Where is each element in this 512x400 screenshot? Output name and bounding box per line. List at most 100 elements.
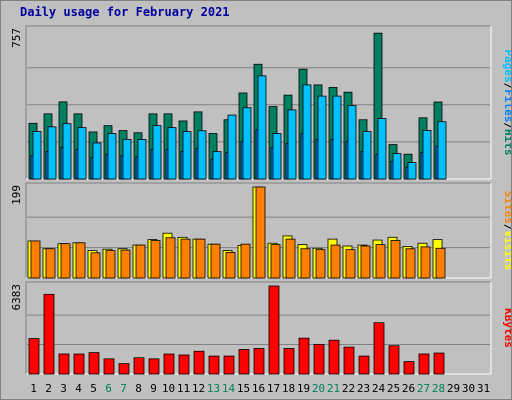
day-label-17: 17: [267, 382, 280, 395]
bar-kbytes-day-21: [328, 339, 340, 375]
day-label-18: 18: [282, 382, 295, 395]
bar-kbytes-day-13: [208, 355, 220, 375]
bar-pages-day-6: [107, 133, 117, 180]
bar-kbytes-day-8: [133, 357, 145, 375]
bar-sites-day-18: [285, 238, 296, 279]
bar-kbytes-day-11: [178, 354, 190, 375]
bar-pages-day-1: [32, 131, 42, 180]
bar-sites-day-17: [270, 244, 281, 279]
bar-sites-day-25: [390, 240, 401, 279]
bar-kbytes-day-15: [238, 349, 250, 375]
bar-sites-day-7: [120, 249, 131, 279]
bar-sites-day-19: [300, 248, 311, 279]
bar-pages-day-18: [287, 109, 297, 180]
bar-kbytes-day-14: [223, 355, 235, 375]
bar-sites-day-11: [180, 238, 191, 279]
bar-kbytes-day-28: [433, 352, 445, 375]
bar-sites-day-6: [105, 250, 116, 279]
bar-sites-day-10: [165, 237, 176, 279]
bar-pages-day-16: [257, 75, 267, 180]
day-label-2: 2: [45, 382, 52, 395]
bar-sites-day-16: [255, 186, 266, 279]
y-max-label: 757: [10, 28, 23, 48]
legend-kbytes: KBytes: [502, 308, 511, 348]
right-legend: Pages/Files/Hits: [502, 50, 511, 156]
bar-sites-day-5: [90, 252, 101, 279]
legend-files: Files: [502, 89, 511, 122]
bar-kbytes-day-17: [268, 285, 280, 375]
bar-kbytes-day-6: [103, 358, 115, 375]
legend-separator: /: [502, 83, 511, 90]
bar-kbytes-day-24: [373, 322, 385, 375]
bar-kbytes-day-10: [163, 353, 175, 375]
bar-sites-day-4: [75, 242, 86, 279]
bar-sites-day-14: [225, 251, 236, 279]
bar-pages-day-27: [422, 129, 432, 180]
legend-separator: /: [502, 224, 511, 231]
day-label-25: 25: [387, 382, 400, 395]
right-legend: Sites/Visits: [502, 191, 511, 271]
bar-sites-day-15: [240, 243, 251, 279]
day-label-10: 10: [162, 382, 175, 395]
legend-sites: Sites: [502, 191, 511, 224]
bar-kbytes-day-20: [313, 343, 325, 375]
bar-pages-day-28: [437, 121, 447, 180]
day-label-31: 31: [477, 382, 490, 395]
legend-hits: Hits: [502, 129, 511, 156]
bar-pages-day-23: [362, 131, 372, 180]
bar-sites-day-24: [375, 244, 386, 279]
day-label-15: 15: [237, 382, 250, 395]
bar-pages-day-22: [347, 105, 357, 180]
day-label-27: 27: [417, 382, 430, 395]
bar-sites-day-26: [405, 248, 416, 279]
bar-pages-day-10: [167, 127, 177, 180]
bar-sites-day-13: [210, 243, 221, 279]
y-max-label: 199: [10, 185, 23, 205]
bar-kbytes-day-25: [388, 345, 400, 375]
day-label-1: 1: [30, 382, 37, 395]
day-label-4: 4: [75, 382, 82, 395]
bar-pages-day-13: [212, 151, 222, 180]
day-label-28: 28: [432, 382, 445, 395]
day-label-26: 26: [402, 382, 415, 395]
right-legend: KBytes: [502, 308, 511, 348]
bar-kbytes-day-4: [73, 353, 85, 375]
day-label-12: 12: [192, 382, 205, 395]
day-label-11: 11: [177, 382, 190, 395]
bar-sites-day-8: [135, 244, 146, 279]
bar-sites-day-20: [315, 249, 326, 279]
y-max-label: 6383: [10, 284, 23, 311]
bar-sites-day-12: [195, 238, 206, 279]
bar-pages-day-24: [377, 118, 387, 180]
bar-sites-day-9: [150, 240, 161, 279]
bar-kbytes-day-3: [58, 353, 70, 375]
bar-sites-day-2: [45, 248, 56, 279]
bar-sites-day-27: [420, 246, 431, 279]
bar-pages-day-20: [317, 95, 327, 180]
bar-kbytes-day-1: [28, 338, 40, 375]
bar-pages-day-25: [392, 153, 402, 180]
bar-kbytes-day-26: [403, 361, 415, 375]
bar-pages-day-4: [77, 127, 87, 180]
bar-kbytes-day-2: [43, 293, 55, 375]
day-label-29: 29: [447, 382, 460, 395]
chart-title: Daily usage for February 2021: [20, 5, 230, 19]
bar-pages-day-15: [242, 107, 252, 180]
bar-pages-day-17: [272, 133, 282, 180]
day-label-20: 20: [312, 382, 325, 395]
day-label-14: 14: [222, 382, 236, 395]
day-label-6: 6: [105, 382, 112, 395]
bar-pages-day-14: [227, 114, 237, 180]
day-label-3: 3: [60, 382, 67, 395]
day-label-30: 30: [462, 382, 475, 395]
day-label-13: 13: [207, 382, 220, 395]
bar-pages-day-9: [152, 125, 162, 180]
bar-kbytes-day-19: [298, 337, 310, 375]
bar-pages-day-11: [182, 131, 192, 180]
day-label-21: 21: [327, 382, 340, 395]
bar-pages-day-5: [92, 142, 102, 180]
day-label-24: 24: [372, 382, 386, 395]
bar-kbytes-day-16: [253, 348, 265, 375]
